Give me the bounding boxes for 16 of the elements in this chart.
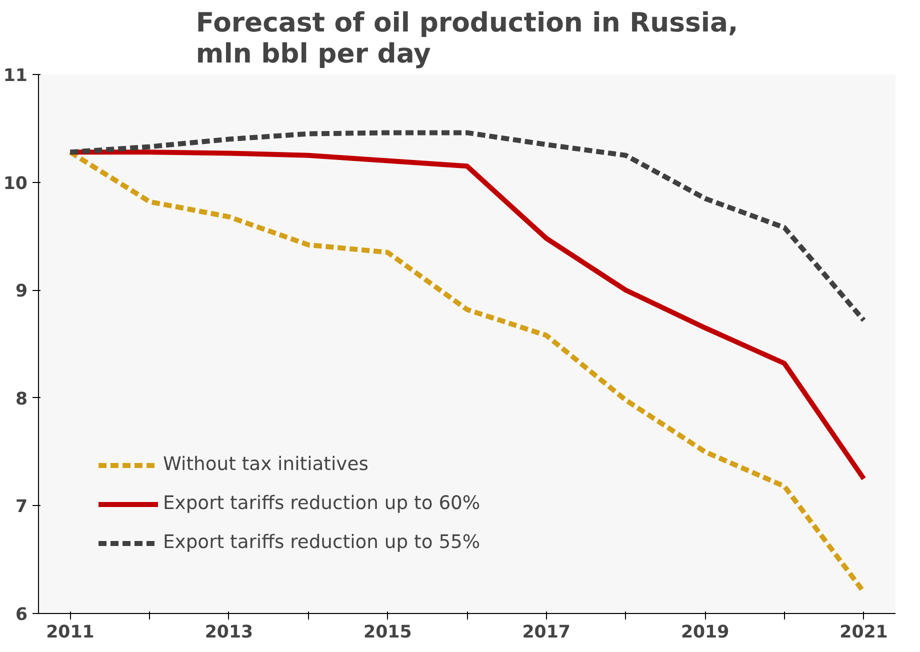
legend-label: Export tariffs reduction up to 55% <box>163 532 480 553</box>
y-tick-label: 7 <box>15 497 28 518</box>
x-tick-label: 2017 <box>522 622 570 642</box>
y-tick-label: 8 <box>15 389 28 410</box>
legend-label: Without tax initiatives <box>163 454 368 475</box>
x-tick-label: 2021 <box>840 622 888 642</box>
x-tick-label: 2011 <box>46 622 94 642</box>
y-tick-label: 10 <box>3 174 28 194</box>
x-tick-label: 2019 <box>680 622 730 642</box>
chart-title: Forecast of oil production in Russia, mln bbl per day <box>196 8 738 70</box>
legend-label: Export tariffs reduction up to 60% <box>163 493 480 514</box>
y-tick-label: 11 <box>3 66 28 86</box>
x-tick-label: 2015 <box>364 622 412 642</box>
x-tick-label: 2013 <box>204 622 254 642</box>
y-tick-label: 6 <box>15 605 28 625</box>
y-tick-label: 9 <box>15 282 28 302</box>
